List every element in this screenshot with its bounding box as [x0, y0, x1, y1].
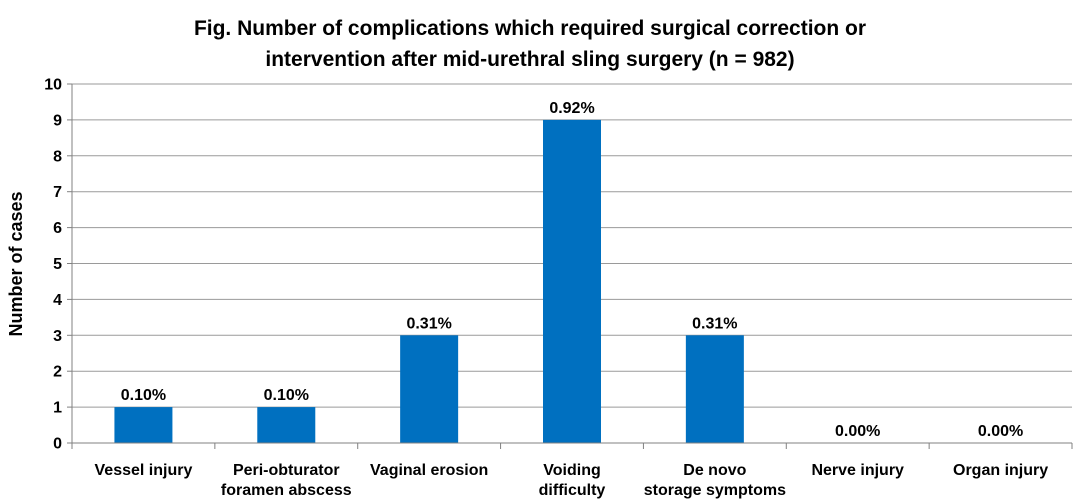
category-label: Nerve injury: [811, 462, 904, 479]
y-tick-label: 9: [53, 112, 62, 129]
y-tick-label: 10: [44, 77, 62, 94]
y-tick-label: 3: [53, 328, 62, 345]
y-tick-label: 7: [53, 184, 62, 201]
category-label: Peri-obturator: [233, 462, 340, 479]
y-tick-label: 6: [53, 220, 62, 237]
category-label: Organ injury: [953, 462, 1048, 479]
category-label: Vaginal erosion: [370, 462, 488, 479]
bar: [685, 335, 744, 443]
y-tick-label: 5: [53, 256, 62, 273]
category-labels: Vessel injury Peri-obturator foramen absce…: [95, 462, 1049, 499]
data-label: 0.92%: [549, 100, 594, 117]
category-label: foramen abscess: [221, 482, 352, 499]
category-label: Vessel injury: [95, 462, 193, 479]
bar: [114, 407, 173, 443]
bar: [543, 119, 601, 444]
chart-title-line-1: Fig. Number of complications which requi…: [194, 17, 866, 40]
y-tick-label: 8: [53, 148, 62, 165]
category-label: difficulty: [539, 482, 606, 499]
y-tick-label: 0: [53, 436, 62, 453]
y-tick-label: 2: [53, 364, 62, 381]
data-label: 0.00%: [835, 423, 880, 440]
y-tick-label: 1: [53, 400, 62, 417]
category-label: Voiding: [543, 462, 600, 479]
bar: [257, 407, 316, 443]
bar: [400, 335, 459, 443]
chart-title-line-2: intervention after mid-urethral sling su…: [265, 48, 794, 71]
data-label: 0.10%: [264, 387, 309, 404]
y-tick-labels: 0 1 2 3 4 5 6 7 8 9 10: [44, 77, 72, 453]
data-label: 0.31%: [692, 315, 737, 332]
category-label: De novo: [683, 462, 746, 479]
y-tick-label: 4: [53, 292, 62, 309]
data-labels: 0.10% 0.10% 0.31% 0.92% 0.31% 0.00% 0.00%: [121, 100, 1024, 440]
chart-title: Fig. Number of complications which requi…: [194, 17, 866, 71]
axes: [71, 84, 1073, 449]
data-label: 0.31%: [406, 315, 451, 332]
bars: [114, 119, 744, 444]
category-label: storage symptoms: [644, 482, 786, 499]
y-axis-label: Number of cases: [6, 191, 26, 336]
data-label: 0.00%: [978, 423, 1023, 440]
data-label: 0.10%: [121, 387, 166, 404]
